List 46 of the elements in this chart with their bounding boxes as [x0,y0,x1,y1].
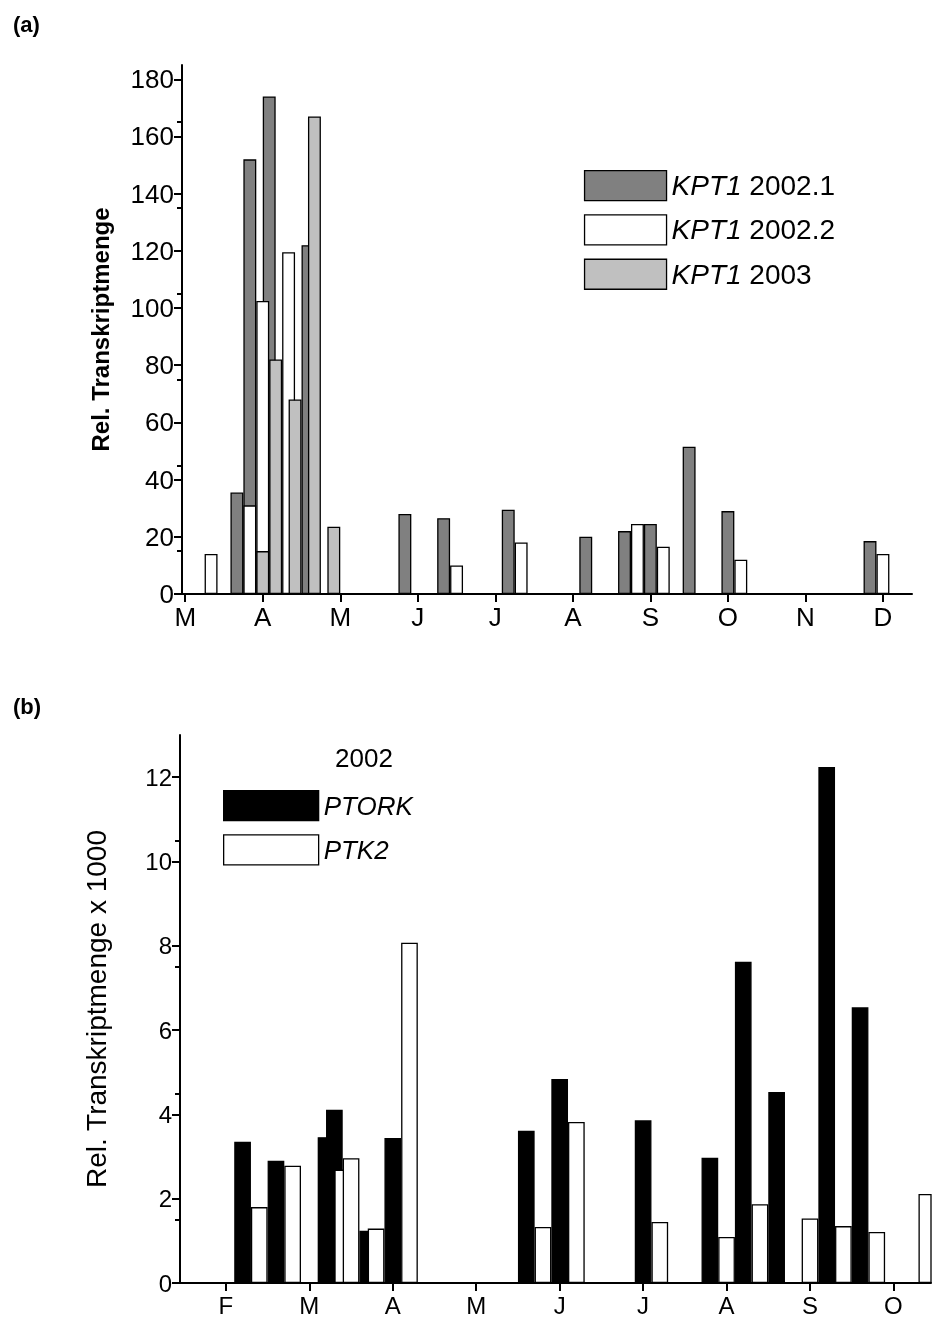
x-tick-label: S [641,602,660,632]
x-tick-label: A [384,1291,401,1317]
y-tick-label: 12 [145,763,172,791]
y-axis-title: Rel. Transkriptmenge [86,207,114,452]
chart-title: (b) [13,693,42,719]
x-tick-label: A [254,602,273,632]
x-tick-label: J [637,1291,650,1317]
y-tick-label: 160 [130,121,174,152]
y-tick-label: 10 [145,847,172,875]
chart-title: (a) [13,11,40,37]
y-tick-label: 180 [130,64,174,95]
legend-label: PTORK [323,790,415,821]
x-tick-label: M [329,602,352,632]
x-tick-label: J [488,602,502,632]
x-tick-label: O [717,602,738,632]
y-axis-title: Rel. Transkriptmenge x 1000 [80,830,112,1188]
legend-title: 2002 [335,743,393,773]
y-tick-label: 4 [158,1100,172,1128]
x-tick-label: M [174,602,197,632]
legend-label: PTK2 [323,834,390,865]
x-tick-label: M [299,1291,320,1317]
x-tick-label: M [466,1291,487,1317]
y-tick-label: 2 [158,1185,172,1213]
x-tick-label: S [802,1291,819,1317]
y-tick-label: 60 [145,407,174,438]
x-tick-label: J [411,602,425,632]
y-tick-label: 40 [145,464,174,495]
y-tick-label: 6 [158,1016,172,1044]
x-tick-label: A [564,602,583,632]
y-tick-label: 8 [158,932,172,960]
x-tick-label: J [553,1291,566,1317]
y-tick-label: 120 [130,235,174,266]
legend-label: KPT1 2002.1 [671,170,835,202]
x-tick-label: O [884,1291,903,1317]
x-tick-label: F [218,1291,234,1317]
y-tick-label: 0 [158,1269,172,1297]
y-tick-label: 100 [130,293,174,324]
y-tick-label: 80 [145,350,174,381]
y-tick-label: 20 [145,521,174,552]
x-tick-label: D [873,602,893,632]
x-tick-label: A [718,1291,735,1317]
legend-label: KPT1 2002.2 [671,214,835,246]
y-tick-label: 140 [130,178,174,209]
y-tick-label: 0 [159,579,174,609]
x-tick-label: N [796,602,815,632]
legend-label: KPT1 2003 [671,258,812,290]
